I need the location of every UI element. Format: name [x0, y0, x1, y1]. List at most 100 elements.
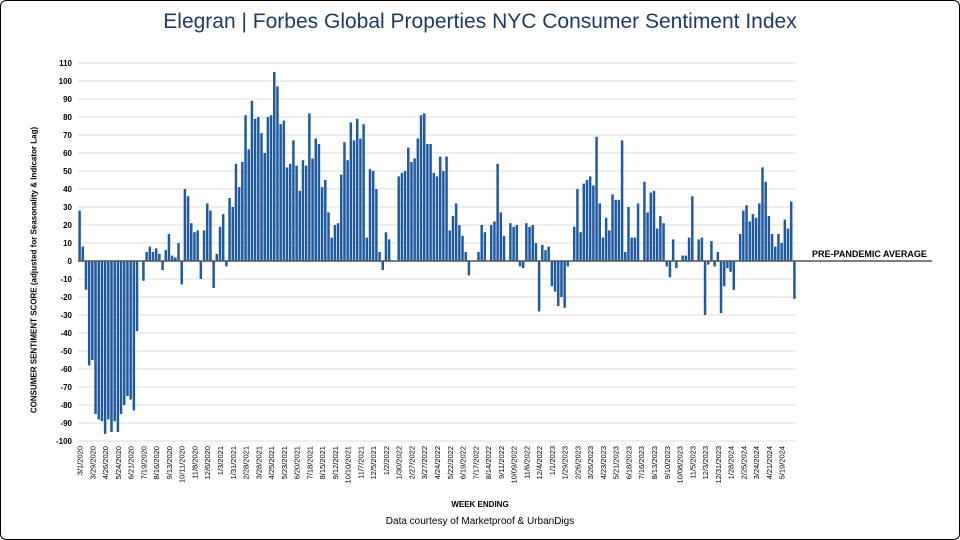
bar — [384, 232, 388, 261]
bar — [247, 149, 250, 261]
bar — [186, 196, 190, 261]
bar — [359, 138, 362, 261]
x-tick-label: 2/25/2024 — [739, 446, 748, 479]
bar — [269, 115, 273, 261]
bar — [355, 118, 359, 261]
bar — [362, 124, 365, 261]
bar — [301, 160, 305, 261]
y-tick-label: 70 — [63, 131, 72, 140]
y-tick-label: -90 — [60, 419, 72, 428]
bar — [91, 261, 94, 360]
bar — [706, 261, 710, 265]
y-tick-label: -30 — [60, 311, 72, 320]
x-tick-label: 7/18/2021 — [305, 446, 314, 479]
x-tick-label: 1/2/2022 — [382, 446, 391, 475]
bar — [257, 117, 260, 261]
bar — [327, 212, 330, 261]
bar — [675, 261, 678, 269]
bar — [435, 176, 439, 261]
x-tick-label: 10/11/2020 — [178, 446, 187, 483]
bar — [94, 261, 97, 414]
bar — [416, 138, 420, 261]
bar — [738, 234, 742, 261]
bar — [132, 261, 136, 411]
bar — [330, 237, 333, 261]
x-tick-label: 1/29/2023 — [561, 446, 570, 479]
bar — [311, 158, 314, 261]
bar — [123, 261, 126, 405]
x-tick-label: 1/1/2023 — [548, 446, 557, 475]
reference-line-label: PRE-PANDEMIC AVERAGE — [812, 249, 927, 259]
bar — [378, 252, 381, 261]
bar — [521, 261, 525, 269]
bar — [445, 156, 448, 261]
bar — [518, 261, 522, 267]
x-tick-label: 9/11/2022 — [497, 446, 506, 479]
bar — [448, 230, 452, 261]
x-tick-label: 12/3/2023 — [701, 446, 710, 479]
y-tick-label: -20 — [60, 293, 72, 302]
bar — [151, 252, 155, 261]
bar — [346, 160, 349, 261]
bar — [250, 100, 254, 261]
bar — [633, 237, 637, 261]
bar — [780, 243, 783, 261]
bar — [442, 171, 445, 261]
bar — [253, 118, 257, 261]
x-tick-label: 2/27/2022 — [407, 446, 416, 479]
bar — [343, 142, 346, 261]
bar — [205, 203, 209, 261]
y-tick-label: 10 — [63, 239, 72, 248]
bar — [611, 194, 614, 261]
bar — [135, 261, 139, 332]
bar — [595, 136, 598, 261]
bar — [748, 221, 751, 261]
x-tick-label: 8/15/2021 — [318, 446, 327, 479]
bar — [324, 180, 327, 261]
x-tick-label: 3/24/2024 — [752, 446, 761, 479]
x-axis-label: WEEK ENDING — [451, 500, 509, 509]
bar — [726, 261, 729, 269]
bar — [566, 261, 570, 267]
x-tick-label: 4/25/2021 — [267, 446, 276, 479]
bar — [585, 180, 589, 261]
x-tick-label: 9/10/2023 — [663, 446, 672, 479]
bar — [732, 261, 736, 290]
x-tick-label: 1/3/2021 — [216, 446, 225, 475]
bar — [365, 237, 369, 261]
bar — [636, 203, 640, 261]
x-tick-label: 5/23/2021 — [280, 446, 289, 479]
bar — [231, 207, 235, 261]
bar — [703, 261, 707, 315]
bar — [671, 239, 675, 261]
bar — [630, 237, 633, 261]
bar — [113, 261, 116, 422]
bar — [751, 214, 755, 261]
x-tick-label: 6/18/2023 — [624, 446, 633, 479]
bar — [553, 261, 557, 292]
bar — [371, 171, 375, 261]
bar — [116, 261, 120, 432]
bar — [266, 117, 270, 261]
bar — [183, 189, 187, 261]
bar — [477, 252, 480, 261]
x-tick-label: 11/8/2020 — [190, 446, 199, 479]
x-tick-label: 12/5/2021 — [369, 446, 378, 479]
bar — [467, 261, 471, 276]
x-tick-label: 6/19/2022 — [459, 446, 468, 479]
x-tick-label: 8/14/2022 — [484, 446, 493, 479]
bar — [627, 207, 630, 261]
x-tick-label: 1/30/2022 — [395, 446, 404, 479]
bar — [413, 158, 416, 261]
bar — [742, 210, 745, 261]
bar — [368, 169, 372, 261]
x-tick-label: 9/12/2021 — [331, 446, 340, 479]
bar — [148, 246, 152, 261]
bar — [234, 163, 238, 261]
bar — [199, 261, 203, 279]
x-tick-label: 4/26/2020 — [101, 446, 110, 479]
bar — [665, 261, 669, 267]
bar — [512, 226, 515, 261]
y-tick-label: -80 — [60, 401, 72, 410]
